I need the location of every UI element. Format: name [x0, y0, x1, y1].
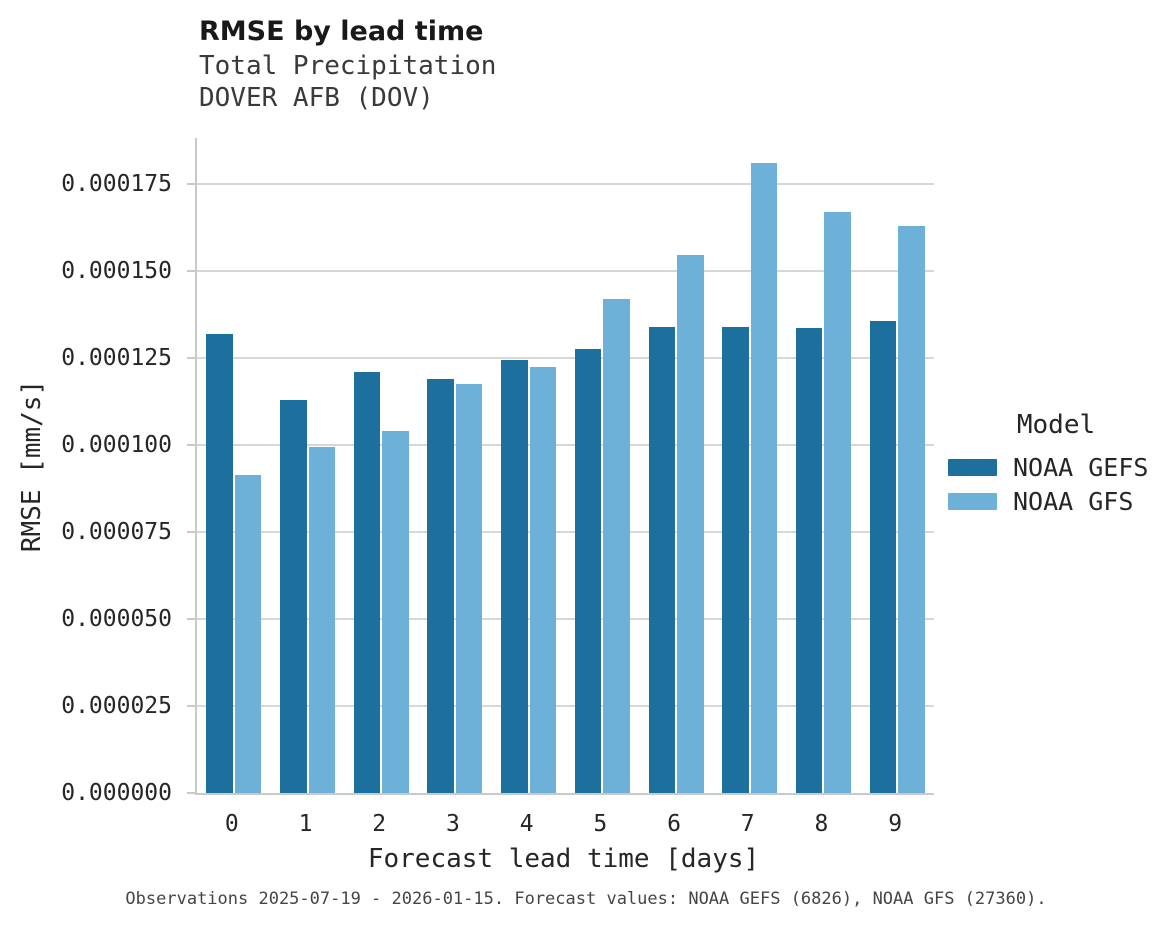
bar-noaa-gfs-5 — [603, 298, 630, 793]
x-tick-label: 0 — [224, 811, 239, 837]
y-tick-label: 0.000125 — [61, 345, 172, 371]
x-tick-label: 7 — [740, 811, 755, 837]
bar-noaa-gefs-1 — [280, 399, 307, 793]
legend-title: Model — [1016, 410, 1096, 440]
gridline — [197, 531, 934, 533]
gridline — [197, 357, 934, 359]
x-tick-label: 5 — [593, 811, 608, 837]
x-axis-tick-labels: 0 1 2 3 4 5 6 7 8 9 — [195, 811, 932, 841]
x-tick-label: 1 — [298, 811, 313, 837]
y-tick-label: 0.000050 — [61, 606, 172, 632]
legend-label: NOAA GEFS — [1013, 452, 1149, 482]
gridline — [197, 270, 934, 272]
y-tick-mark — [187, 270, 195, 272]
bar-noaa-gefs-4 — [501, 359, 528, 793]
bar-noaa-gfs-9 — [898, 225, 925, 793]
x-tick-label: 6 — [667, 811, 681, 837]
y-tick-label: 0.000075 — [61, 519, 172, 545]
chart-subtitle-line1: Total Precipitation — [199, 51, 497, 81]
bar-noaa-gfs-4 — [529, 366, 557, 793]
x-tick-label: 9 — [888, 811, 903, 837]
bar-noaa-gefs-9 — [869, 321, 897, 793]
bar-noaa-gefs-8 — [795, 328, 823, 793]
chart-title: RMSE by lead time — [199, 16, 484, 47]
legend-swatch — [948, 492, 997, 510]
gridline — [197, 705, 934, 707]
x-axis-title: Forecast lead time [days] — [367, 844, 760, 874]
x-tick-label: 8 — [814, 811, 829, 837]
gridline — [197, 444, 934, 446]
y-tick-mark — [187, 792, 195, 794]
y-tick-label: 0.000000 — [61, 780, 172, 806]
bar-noaa-gfs-8 — [824, 211, 851, 793]
plot-area — [187, 138, 934, 795]
figure-caption: Observations 2025-07-19 - 2026-01-15. Fo… — [125, 889, 1047, 909]
bar-noaa-gefs-2 — [353, 371, 381, 793]
legend-entry: NOAA GFS — [948, 484, 1164, 518]
legend-swatch — [948, 458, 997, 476]
y-tick-mark — [187, 183, 195, 185]
bar-noaa-gfs-6 — [677, 255, 704, 793]
y-tick-mark — [187, 705, 195, 707]
legend-entry: NOAA GEFS — [948, 450, 1164, 484]
bar-noaa-gfs-3 — [455, 384, 483, 793]
x-tick-label: 2 — [372, 811, 387, 837]
y-tick-mark — [187, 531, 195, 533]
bar-noaa-gefs-0 — [206, 333, 233, 793]
y-tick-label: 0.000025 — [61, 693, 172, 719]
bar-noaa-gefs-7 — [722, 326, 749, 793]
bar-noaa-gfs-0 — [234, 474, 262, 793]
y-axis-tick-labels: 0.000000 0.000025 0.000050 0.000075 0.000100… — [0, 138, 172, 806]
bar-noaa-gfs-2 — [382, 431, 409, 793]
bar-noaa-gfs-7 — [750, 163, 778, 793]
gridline — [197, 183, 934, 185]
y-tick-mark — [187, 444, 195, 446]
legend: Model NOAA GEFS NOAA GFS — [948, 410, 1164, 518]
bar-noaa-gfs-1 — [308, 446, 336, 793]
legend-label: NOAA GFS — [1013, 486, 1134, 516]
bar-noaa-gefs-6 — [648, 326, 676, 793]
bar-noaa-gefs-5 — [574, 349, 602, 793]
x-tick-label: 3 — [446, 811, 460, 837]
chart-subtitle-line2: DOVER AFB (DOV) — [199, 83, 434, 113]
y-tick-mark — [187, 618, 195, 620]
y-tick-label: 0.000175 — [61, 171, 172, 197]
x-tick-label: 4 — [519, 811, 534, 837]
legend-entries: NOAA GEFS NOAA GFS — [948, 450, 1164, 518]
y-tick-label: 0.000100 — [61, 432, 172, 458]
y-tick-label: 0.000150 — [61, 258, 172, 284]
bar-noaa-gefs-3 — [427, 378, 454, 793]
gridline — [197, 618, 934, 620]
y-tick-mark — [187, 357, 195, 359]
